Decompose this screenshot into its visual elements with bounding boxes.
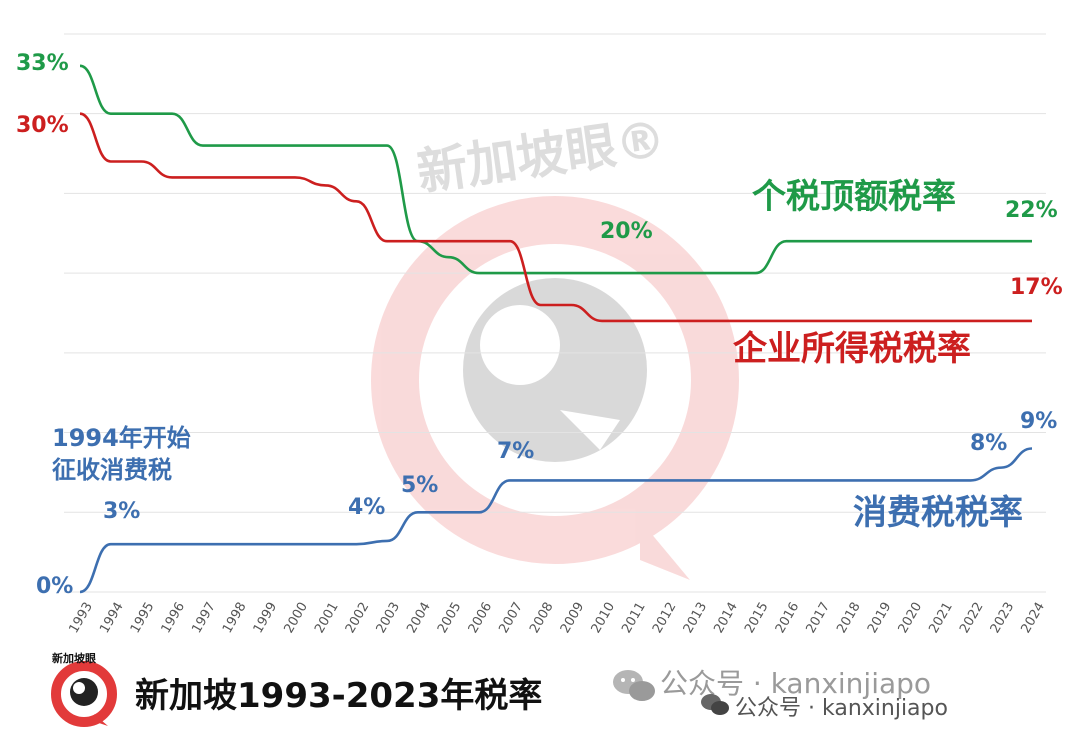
footer: 新加坡眼 新加坡1993-2023年税率 公众号 · kanxinjiapo 公… xyxy=(0,640,1080,741)
data-label-blue-3: 3% xyxy=(103,499,140,524)
x-tick-label: 2022 xyxy=(957,600,987,636)
data-label-blue-4: 4% xyxy=(348,495,385,520)
x-tick-label: 2010 xyxy=(589,600,619,636)
series-line-personal-tax xyxy=(79,64,1032,275)
x-tick-label: 1998 xyxy=(220,600,250,636)
wechat-watermark-text: 公众号 · kanxinjiapo xyxy=(660,667,932,700)
data-label-red-17: 17% xyxy=(1010,275,1063,300)
series-line-gst xyxy=(79,447,1033,594)
data-label-red-30: 30% xyxy=(16,113,69,138)
x-tick-label: 2001 xyxy=(312,600,342,636)
x-tick-label: 2023 xyxy=(988,600,1018,636)
wechat-small-icon xyxy=(701,694,729,715)
x-tick-label: 2002 xyxy=(343,600,373,636)
grid-lines xyxy=(64,33,1046,593)
x-tick-label: 2013 xyxy=(681,600,711,636)
data-label-blue-8: 8% xyxy=(970,431,1007,456)
data-label-green-22: 22% xyxy=(1005,198,1058,223)
x-tick-label: 2024 xyxy=(1018,600,1048,636)
x-tick-label: 2000 xyxy=(281,600,311,636)
series-label-gst: 消费税税率 xyxy=(853,493,1023,533)
x-tick-label: 1994 xyxy=(97,600,127,636)
x-axis-ticks: 1993 1994 1995 1996 1997 1998 1999 2000 2001 2002… xyxy=(66,600,1048,636)
data-label-green-20: 20% xyxy=(600,219,653,244)
x-tick-label: 2015 xyxy=(742,600,772,636)
series-label-corporate-tax: 企业所得税税率 xyxy=(733,329,971,369)
watermark-logo xyxy=(371,196,739,580)
x-tick-label: 2017 xyxy=(804,600,834,636)
x-tick-label: 1999 xyxy=(251,600,281,636)
x-tick-label: 2005 xyxy=(435,600,465,636)
x-tick-label: 2016 xyxy=(773,600,803,636)
annotation-gst-start-line1: 1994年开始 xyxy=(52,424,191,452)
x-tick-label: 1997 xyxy=(189,600,219,636)
series-label-personal-tax: 个税顶额税率 xyxy=(752,177,956,217)
data-label-green-33: 33% xyxy=(16,51,69,76)
watermark-text: 新加坡眼® xyxy=(414,110,670,202)
wechat-account-text: 公众号 · kanxinjiapo xyxy=(735,696,948,721)
brand-logo-icon xyxy=(51,661,117,727)
annotation-gst-start-line2: 征收消费税 xyxy=(52,456,172,484)
data-label-blue-0: 0% xyxy=(36,574,73,599)
x-tick-label: 2020 xyxy=(896,600,926,636)
x-tick-label: 2007 xyxy=(496,600,526,636)
data-label-blue-5: 5% xyxy=(401,473,438,498)
x-tick-label: 2008 xyxy=(527,600,557,636)
x-tick-label: 2009 xyxy=(558,600,588,636)
x-tick-label: 1995 xyxy=(128,600,158,636)
series-lines xyxy=(79,64,1033,594)
x-tick-label: 2018 xyxy=(834,600,864,636)
x-tick-label: 2011 xyxy=(619,600,649,636)
data-label-blue-9: 9% xyxy=(1020,409,1057,434)
x-tick-label: 2021 xyxy=(926,600,956,636)
series-line-corporate-tax xyxy=(79,112,1032,323)
x-tick-label: 2019 xyxy=(865,600,895,636)
x-tick-label: 2006 xyxy=(466,600,496,636)
x-tick-label: 2012 xyxy=(650,600,680,636)
footer-title: 新加坡1993-2023年税率 xyxy=(135,676,543,716)
wechat-icon xyxy=(613,670,655,701)
x-tick-label: 2004 xyxy=(404,600,434,636)
x-tick-label: 1993 xyxy=(66,600,96,636)
x-tick-label: 1996 xyxy=(159,600,189,636)
x-tick-label: 2003 xyxy=(374,600,404,636)
data-label-blue-7: 7% xyxy=(497,439,534,464)
brand-logo-text: 新加坡眼 xyxy=(52,652,96,665)
x-tick-label: 2014 xyxy=(711,600,741,636)
